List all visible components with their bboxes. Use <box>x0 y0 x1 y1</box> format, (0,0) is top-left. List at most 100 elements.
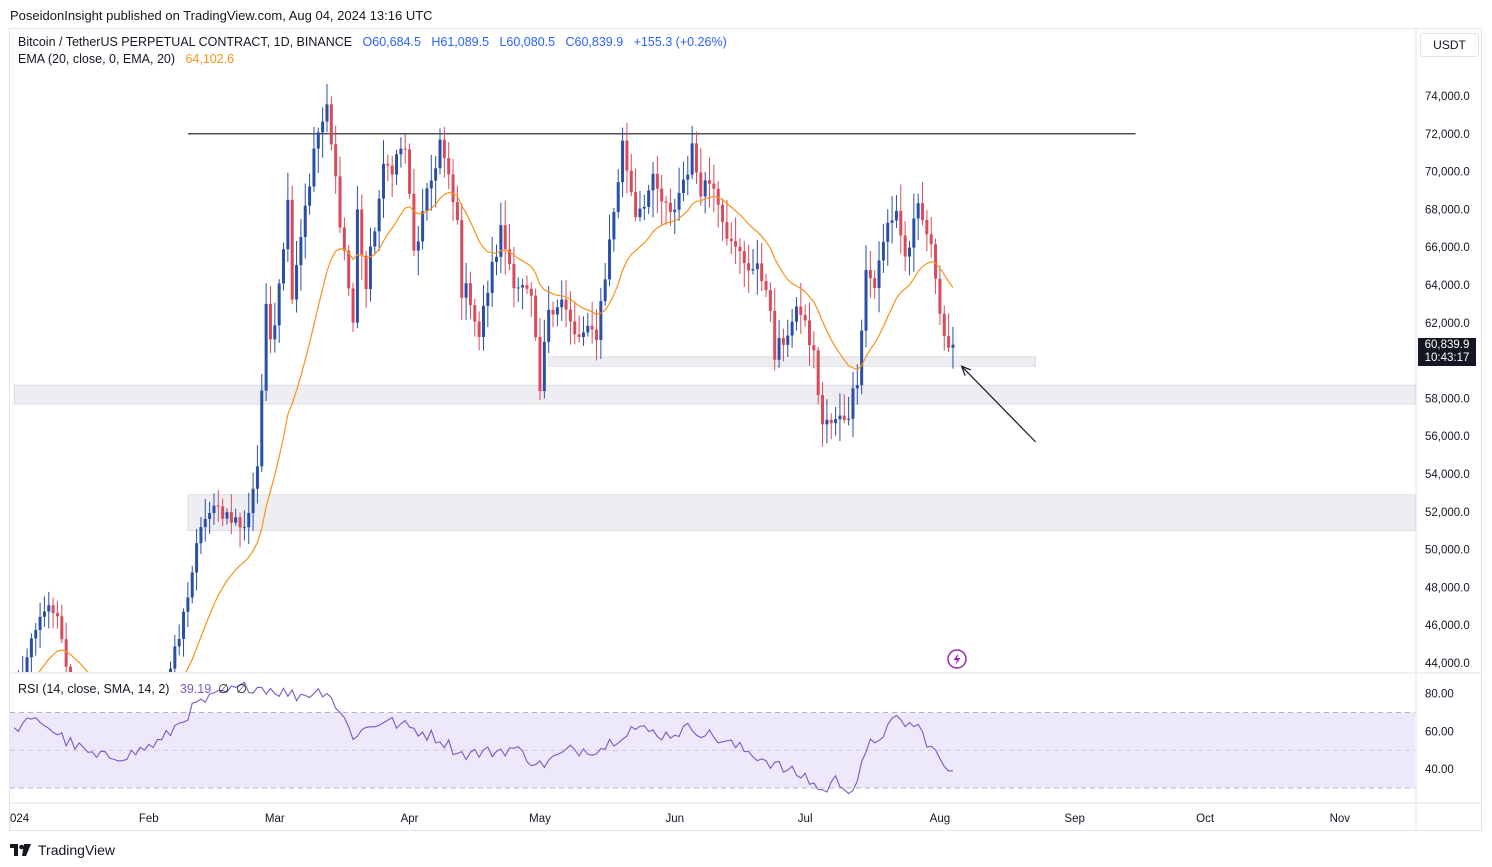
candle-body <box>21 673 24 679</box>
candle-body <box>903 235 907 257</box>
candle <box>647 184 651 214</box>
candle <box>216 490 220 523</box>
candle-body <box>495 256 499 262</box>
candle-body <box>508 249 512 264</box>
candle-body <box>721 204 725 222</box>
candle <box>738 238 742 275</box>
candle-body <box>360 209 364 256</box>
candle <box>547 285 551 354</box>
candle <box>716 181 720 228</box>
candle <box>781 328 785 362</box>
candle <box>473 298 477 337</box>
candle-body <box>373 231 377 247</box>
lightning-icon[interactable] <box>947 649 967 669</box>
candle <box>525 275 529 294</box>
currency-button[interactable]: USDT <box>1420 33 1479 57</box>
price-tick-label: 48,000.0 <box>1425 582 1470 594</box>
candle <box>416 225 420 276</box>
candle-body <box>368 246 372 290</box>
rsi-tick-label: 60.00 <box>1425 726 1454 738</box>
candle <box>208 501 212 534</box>
candle <box>673 198 677 235</box>
candle-body <box>290 199 294 300</box>
tradingview-logo[interactable]: TradingView <box>10 842 115 858</box>
candle <box>490 236 494 308</box>
candle <box>655 155 659 214</box>
candle <box>221 498 225 527</box>
candle <box>725 200 729 246</box>
candle-body <box>442 139 446 159</box>
price-tick-label: 50,000.0 <box>1425 545 1470 557</box>
price-tick-label: 72,000.0 <box>1425 129 1470 141</box>
candle-body <box>616 182 620 212</box>
candle <box>325 83 329 133</box>
price-tick-label: 66,000.0 <box>1425 242 1470 254</box>
candle-body <box>942 313 946 337</box>
candle <box>834 406 838 436</box>
candle <box>734 217 738 265</box>
candle-body <box>738 246 742 252</box>
candle <box>868 250 872 298</box>
candle-body <box>390 165 394 175</box>
candle <box>847 396 851 426</box>
candle-body <box>816 350 820 396</box>
candle-body <box>303 205 307 238</box>
candle <box>838 393 842 442</box>
candle <box>247 492 251 544</box>
annotation-arrow-head <box>960 365 972 376</box>
candle-body <box>642 206 646 209</box>
candle <box>907 240 911 276</box>
rsi-legend[interactable]: RSI (14, close, SMA, 14, 2) 39.19 ∅ ∅ <box>18 681 247 696</box>
candle <box>308 173 312 215</box>
candle-body <box>229 512 233 523</box>
candle-body <box>542 341 546 391</box>
candle-body <box>812 345 816 351</box>
candle-body <box>408 149 412 194</box>
candle <box>599 287 603 359</box>
candle-body <box>847 418 851 420</box>
candle <box>368 227 372 302</box>
candle-body <box>877 260 881 288</box>
candle <box>634 168 638 222</box>
rsi-symbol-2: ∅ <box>235 682 247 696</box>
candle-body <box>899 210 903 236</box>
ema-legend[interactable]: EMA (20, close, 0, EMA, 20) 64,102.6 <box>18 52 234 66</box>
candle-body <box>186 597 190 612</box>
candle-body <box>525 285 529 289</box>
candle <box>768 282 772 322</box>
candle <box>312 126 316 192</box>
candle-body <box>503 225 507 250</box>
candle <box>816 346 820 405</box>
candle-body <box>603 279 607 302</box>
candle-body <box>694 143 698 173</box>
candle <box>925 209 929 252</box>
support-zone-1 <box>13 384 1416 405</box>
candle-body <box>834 419 838 424</box>
ohlc-high: H61,089.5 <box>431 35 490 49</box>
candle <box>442 126 446 178</box>
candle-body <box>126 703 129 707</box>
candle-body <box>625 140 629 171</box>
candle-body <box>712 183 716 189</box>
ema-layer <box>38 191 954 672</box>
candle-body <box>768 290 772 311</box>
candle-body <box>55 613 59 617</box>
candle-body <box>34 629 38 639</box>
candle <box>516 277 520 302</box>
candle <box>408 143 412 199</box>
candle-body <box>668 202 672 212</box>
candle-body <box>416 241 420 251</box>
candle-body <box>907 247 911 257</box>
candle <box>625 122 629 194</box>
candle <box>560 280 564 322</box>
candle-body <box>729 238 733 242</box>
current-price: 60,839.9 <box>1424 339 1470 351</box>
candle <box>664 195 668 225</box>
symbol-legend[interactable]: Bitcoin / TetherUS PERPETUAL CONTRACT, 1… <box>18 35 727 49</box>
candle-body <box>212 505 216 514</box>
candle <box>581 316 585 346</box>
candle-body <box>434 168 438 181</box>
candle <box>395 149 399 185</box>
candle-body <box>825 419 829 425</box>
